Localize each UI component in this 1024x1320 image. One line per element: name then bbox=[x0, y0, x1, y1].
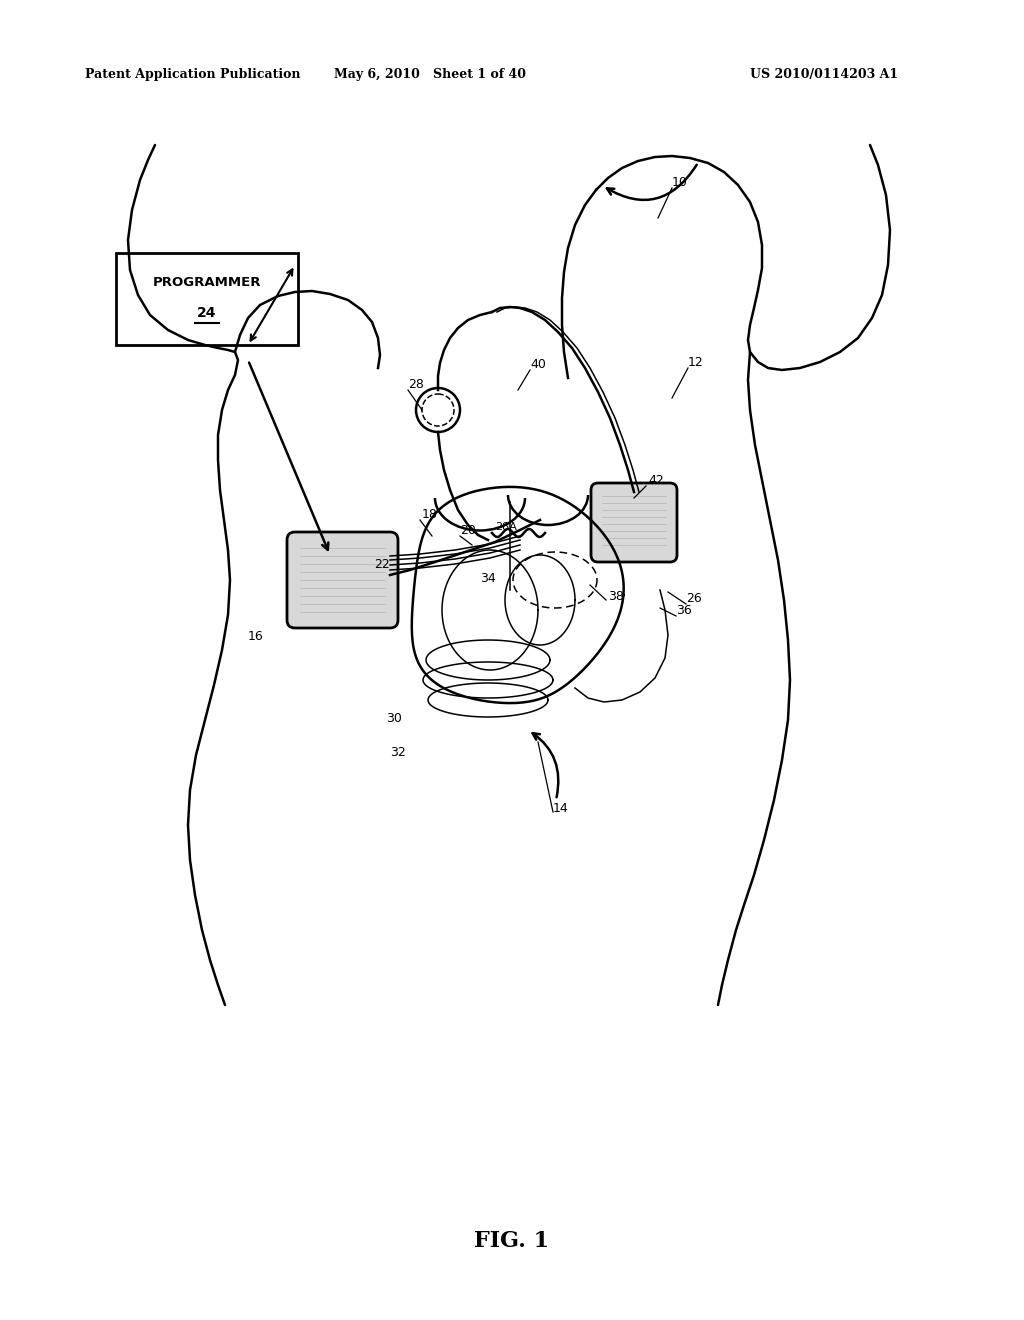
FancyBboxPatch shape bbox=[591, 483, 677, 562]
FancyBboxPatch shape bbox=[287, 532, 398, 628]
Text: 12: 12 bbox=[688, 355, 703, 368]
Text: US 2010/0114203 A1: US 2010/0114203 A1 bbox=[750, 69, 898, 81]
Text: 20: 20 bbox=[460, 524, 476, 536]
Text: 28: 28 bbox=[408, 379, 424, 392]
Text: Patent Application Publication: Patent Application Publication bbox=[85, 69, 300, 81]
Text: 16: 16 bbox=[248, 631, 264, 644]
Text: 28A: 28A bbox=[495, 521, 517, 532]
Text: 18: 18 bbox=[422, 508, 438, 521]
Text: 34: 34 bbox=[480, 572, 496, 585]
Text: PROGRAMMER: PROGRAMMER bbox=[153, 276, 261, 289]
Text: FIG. 1: FIG. 1 bbox=[474, 1230, 550, 1251]
Text: 10: 10 bbox=[672, 176, 688, 189]
Text: 14: 14 bbox=[553, 801, 568, 814]
Text: 36: 36 bbox=[676, 603, 692, 616]
Text: 26: 26 bbox=[686, 591, 701, 605]
Text: 30: 30 bbox=[386, 711, 401, 725]
Text: May 6, 2010   Sheet 1 of 40: May 6, 2010 Sheet 1 of 40 bbox=[334, 69, 526, 81]
Text: 32: 32 bbox=[390, 746, 406, 759]
FancyBboxPatch shape bbox=[116, 253, 298, 345]
Text: 40: 40 bbox=[530, 359, 546, 371]
Text: 38: 38 bbox=[608, 590, 624, 602]
Text: 22: 22 bbox=[374, 558, 390, 572]
Text: 42: 42 bbox=[648, 474, 664, 487]
Text: 24: 24 bbox=[198, 306, 217, 319]
